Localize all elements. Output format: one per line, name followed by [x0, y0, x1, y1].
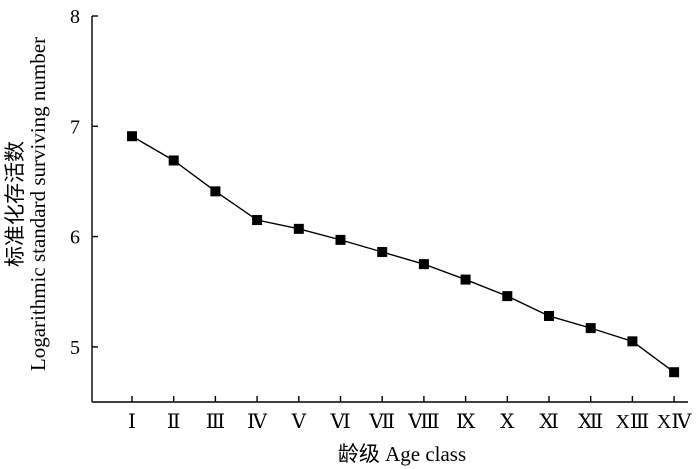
- y-axis-ticks: 5 6 7 8: [70, 6, 98, 359]
- x-tick-label: Ⅹ: [500, 411, 515, 433]
- data-point-marker: [418, 259, 429, 270]
- data-point-marker: [127, 131, 137, 142]
- data-point-marker: [669, 367, 680, 378]
- data-point-marker: [168, 155, 179, 166]
- x-tick-label: Ⅺ: [539, 411, 558, 433]
- x-tick-label: Ⅵ: [329, 411, 350, 433]
- y-tick-label: 5: [70, 337, 80, 359]
- x-axis-title: 龄级 Age class: [338, 442, 466, 466]
- y-tick-label: 6: [70, 227, 80, 249]
- data-point-marker: [544, 310, 554, 321]
- x-tick-label: Ⅲ: [206, 411, 225, 433]
- series-group: [127, 131, 680, 378]
- x-tick-label: Ⅻ: [578, 411, 603, 433]
- x-tick-label: Ⅳ: [247, 411, 268, 433]
- y-axis-title-english: Logarithmic standard surviving number: [26, 37, 50, 371]
- data-point-marker: [460, 274, 471, 285]
- data-point-marker: [210, 186, 221, 197]
- x-tick-label: Ⅰ: [128, 411, 136, 433]
- x-tick-label: Ⅶ: [368, 411, 395, 433]
- x-tick-label: Ⅷ: [407, 411, 440, 433]
- series-line: [131, 135, 675, 373]
- data-point-marker: [502, 291, 513, 302]
- data-point-marker: [377, 247, 388, 258]
- x-axis-ticks: Ⅰ Ⅱ Ⅲ Ⅳ Ⅴ Ⅵ Ⅶ Ⅷ Ⅸ Ⅹ Ⅺ Ⅻ XⅢ XⅣ: [128, 396, 692, 433]
- x-tick-label: Ⅱ: [167, 411, 181, 433]
- data-point-marker: [252, 215, 263, 226]
- axes: [91, 16, 688, 403]
- data-point-marker: [585, 323, 596, 334]
- x-tick-label: XⅢ: [616, 411, 650, 433]
- y-axis-title-chinese: 标准化存活数: [3, 141, 27, 267]
- data-point-marker: [293, 223, 304, 234]
- y-tick-label: 8: [70, 6, 80, 28]
- data-point-marker: [627, 336, 638, 347]
- y-tick-label: 7: [70, 116, 80, 138]
- x-tick-label: XⅣ: [657, 411, 692, 433]
- x-tick-label: Ⅸ: [456, 411, 476, 433]
- x-tick-label: Ⅴ: [291, 411, 307, 433]
- data-point-marker: [335, 234, 346, 245]
